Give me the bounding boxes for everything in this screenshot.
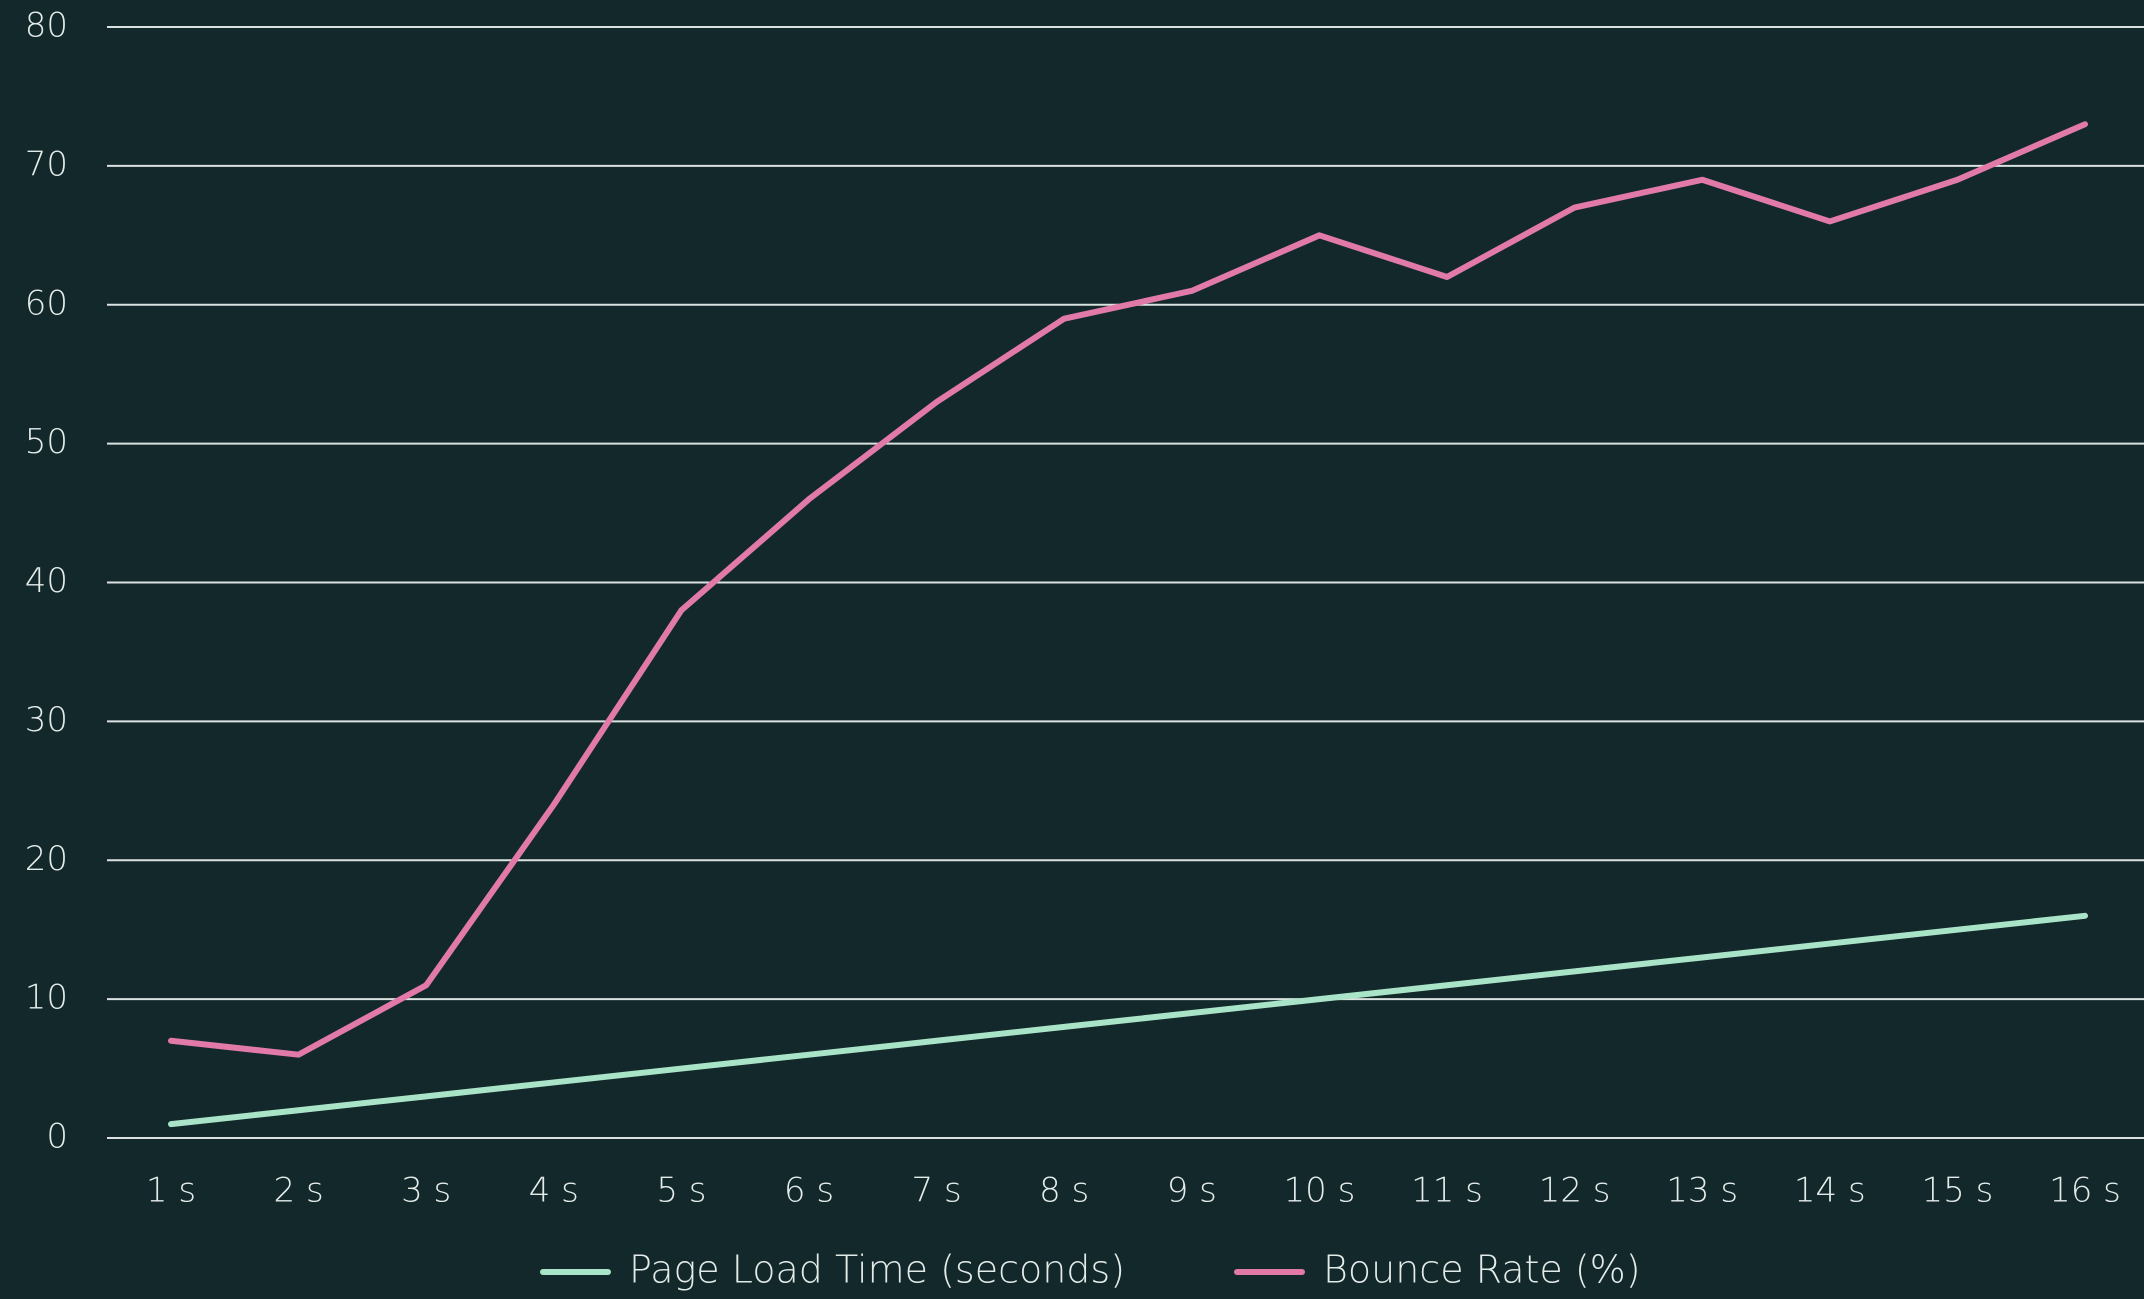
y-tick-label: 40	[25, 561, 68, 601]
x-tick-label: 6 s	[784, 1171, 834, 1211]
y-tick-label: 10	[25, 978, 68, 1018]
x-tick-label: 15 s	[1922, 1171, 1994, 1211]
y-tick-label: 30	[25, 700, 68, 740]
x-tick-label: 16 s	[2049, 1171, 2121, 1211]
x-tick-label: 4 s	[529, 1171, 579, 1211]
legend-label: Bounce Rate (%)	[1323, 1248, 1641, 1292]
y-tick-label: 80	[25, 6, 68, 46]
x-tick-label: 12 s	[1539, 1171, 1611, 1211]
x-tick-label: 10 s	[1284, 1171, 1356, 1211]
y-tick-label: 0	[46, 1117, 68, 1157]
x-tick-label: 5 s	[656, 1171, 706, 1211]
y-tick-label: 20	[25, 839, 68, 879]
legend-label: Page Load Time (seconds)	[629, 1248, 1125, 1292]
y-tick-label: 50	[25, 422, 68, 462]
x-tick-label: 3 s	[401, 1171, 451, 1211]
line-series	[168, 121, 2088, 1058]
x-tick-label: 8 s	[1039, 1171, 1089, 1211]
y-tick-label: 60	[25, 283, 68, 323]
x-tick-label: 14 s	[1794, 1171, 1866, 1211]
line-series	[168, 912, 2088, 1128]
x-tick-label: 1 s	[146, 1171, 196, 1211]
x-tick-label: 2 s	[274, 1171, 324, 1211]
x-tick-label: 11 s	[1411, 1171, 1483, 1211]
x-tick-label: 7 s	[912, 1171, 962, 1211]
x-tick-label: 9 s	[1167, 1171, 1217, 1211]
y-tick-label: 70	[25, 144, 68, 184]
x-tick-label: 13 s	[1666, 1171, 1738, 1211]
